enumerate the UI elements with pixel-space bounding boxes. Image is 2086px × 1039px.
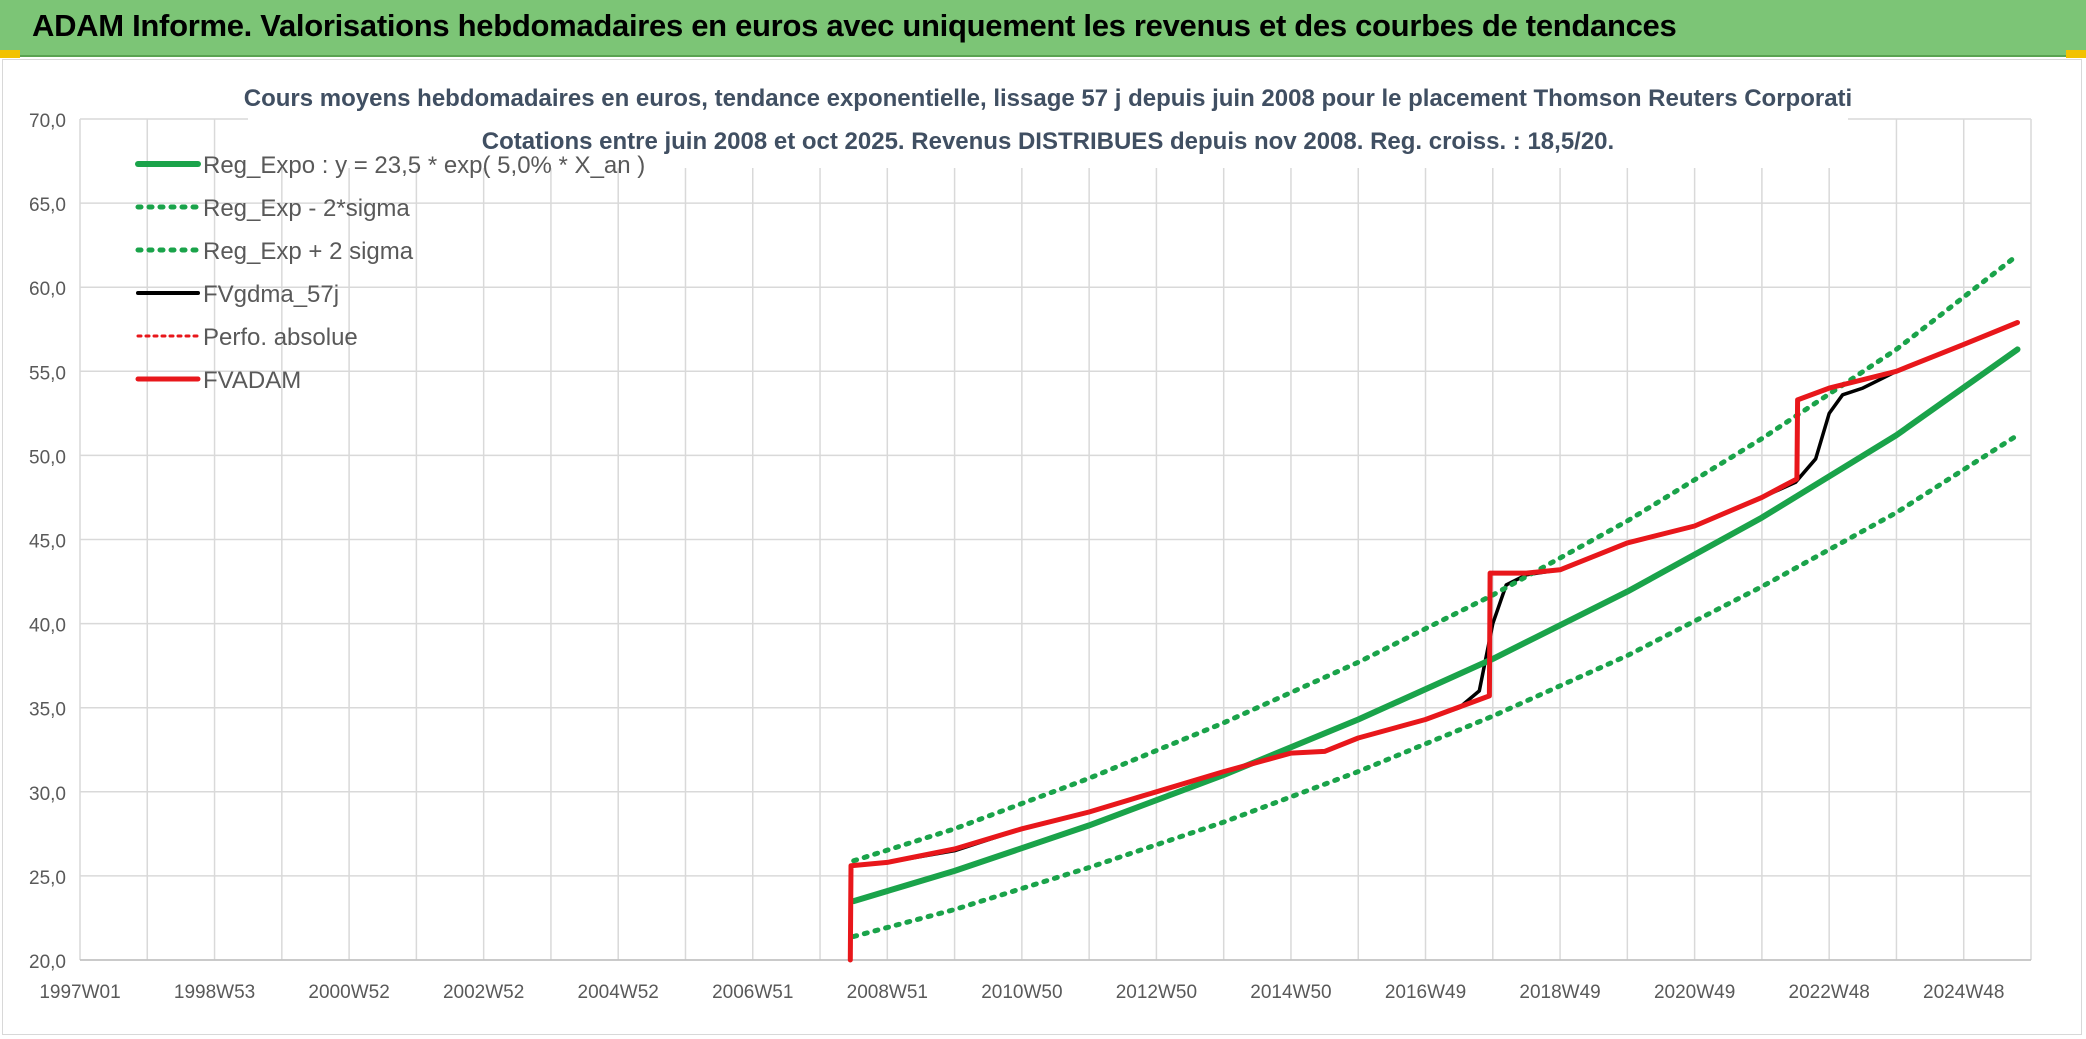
legend-label: Reg_Exp - 2*sigma xyxy=(203,195,410,222)
x-tick-label: 2024W48 xyxy=(1923,982,2004,1003)
y-tick-label: 35,0 xyxy=(29,700,66,721)
series-line xyxy=(850,346,2021,905)
legend-label: Perfo. absolue xyxy=(203,324,358,351)
legend-label: FVADAM xyxy=(203,367,301,394)
x-tick-label: 2018W49 xyxy=(1519,982,1600,1003)
x-tick-label: 1998W53 xyxy=(174,982,255,1003)
series-lines xyxy=(847,252,2021,963)
y-tick-label: 30,0 xyxy=(29,784,66,805)
series-line xyxy=(851,320,2020,868)
axes: 20,0 25,0 30,0 35,0 40,0 45,0 50,0 55,0 60,0 65,0… xyxy=(29,111,2031,1003)
series-line xyxy=(851,432,2020,939)
report-banner: ADAM Informe. Valorisations hebdomadaire… xyxy=(0,0,2086,57)
x-tick-label: 2010W50 xyxy=(981,982,1062,1003)
y-tick-label: 65,0 xyxy=(29,195,66,216)
y-tick-label: 20,0 xyxy=(29,952,66,973)
x-tick-label: 2002W52 xyxy=(443,982,524,1003)
y-tick-label: 60,0 xyxy=(29,279,66,300)
x-tick-label: 2016W49 xyxy=(1385,982,1466,1003)
series-line xyxy=(847,320,2020,963)
legend-label: Reg_Expo : y = 23,5 * exp( 5,0% * X_an ) xyxy=(203,152,645,179)
y-tick-label: 50,0 xyxy=(29,447,66,468)
x-tick-label: 2014W50 xyxy=(1250,982,1331,1003)
y-tick-label: 45,0 xyxy=(29,532,66,553)
corner-marker-right xyxy=(2066,50,2086,58)
report-title: ADAM Informe. Valorisations hebdomadaire… xyxy=(32,8,1677,43)
y-tick-label: 25,0 xyxy=(29,868,66,889)
x-tick-label: 2022W48 xyxy=(1789,982,1870,1003)
legend: Reg_Expo : y = 23,5 * exp( 5,0% * X_an )… xyxy=(135,152,645,394)
x-tick-label: 1997W01 xyxy=(39,982,120,1003)
series-line xyxy=(851,252,2020,864)
x-tick-label: 2000W52 xyxy=(308,982,389,1003)
y-tick-label: 55,0 xyxy=(29,363,66,384)
chart-subtitle: Cotations entre juin 2008 et oct 2025. R… xyxy=(482,128,1614,155)
y-tick-label: 40,0 xyxy=(29,616,66,637)
line-chart: 20,0 25,0 30,0 35,0 40,0 45,0 50,0 55,0 60,0 65,0… xyxy=(29,62,2032,1003)
title-background xyxy=(248,62,1848,168)
y-tick-label: 70,0 xyxy=(29,111,66,132)
x-tick-label: 2008W51 xyxy=(847,982,928,1003)
legend-label: Reg_Exp + 2 sigma xyxy=(203,238,414,265)
x-tick-label: 2020W49 xyxy=(1654,982,1735,1003)
x-tick-label: 2004W52 xyxy=(578,982,659,1003)
chart-area: 20,0 25,0 30,0 35,0 40,0 45,0 50,0 55,0 60,0 65,0… xyxy=(2,59,2082,1035)
x-tick-label: 2012W50 xyxy=(1116,982,1197,1003)
legend-label: FVgdma_57j xyxy=(203,281,339,308)
x-tick-label: 2006W51 xyxy=(712,982,793,1003)
corner-marker-left xyxy=(0,50,20,58)
chart-title: Cours moyens hebdomadaires en euros, ten… xyxy=(244,85,1852,112)
